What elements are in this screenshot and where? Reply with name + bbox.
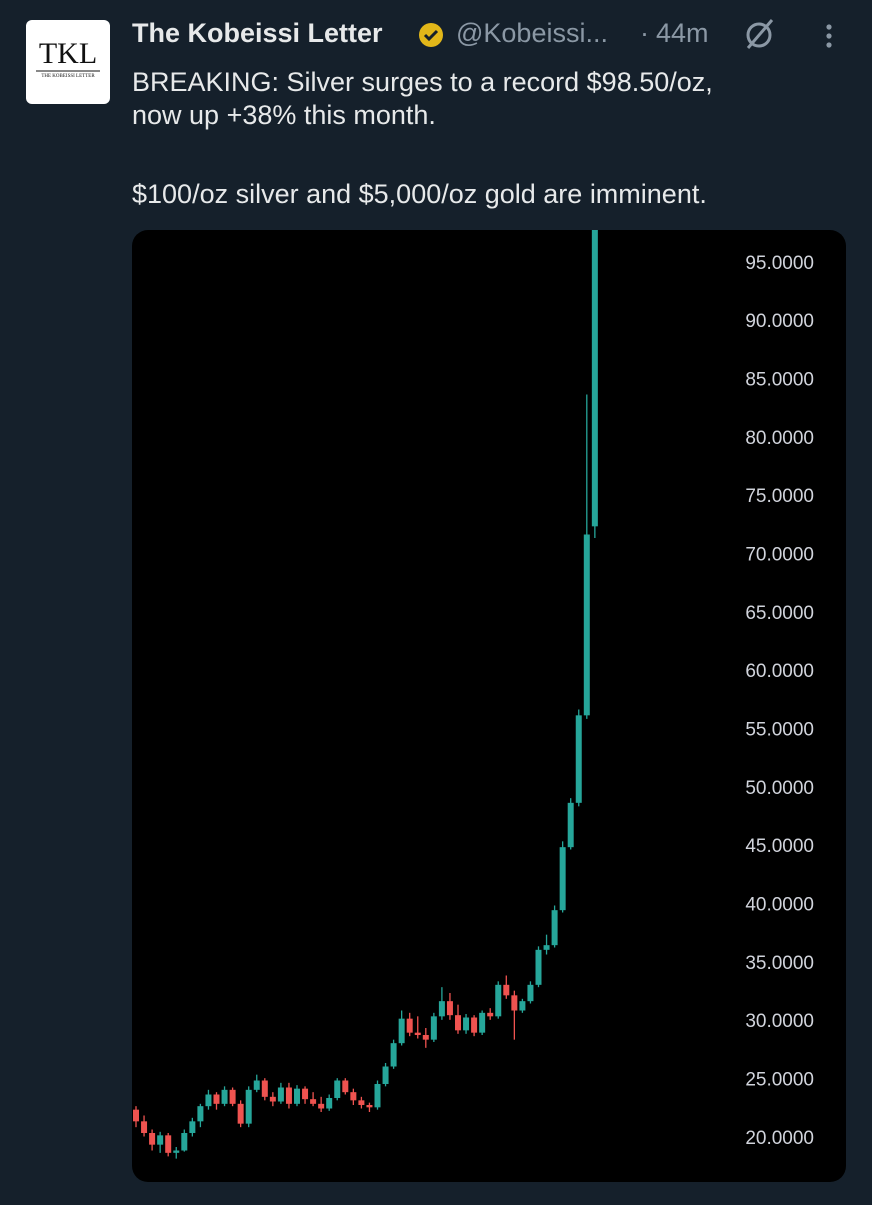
author-handle[interactable]: @Kobeissi... — [456, 18, 608, 48]
candle-body — [310, 1099, 317, 1104]
y-tick-label: 65.0000 — [745, 603, 814, 624]
tweet-line: $100/oz silver and $5,000/oz gold are im… — [132, 179, 707, 209]
separator: · — [640, 18, 649, 48]
candle-body — [430, 1016, 437, 1040]
candle-body — [471, 1017, 478, 1033]
candle-body — [382, 1066, 389, 1084]
y-tick-label: 60.0000 — [745, 661, 814, 682]
candle-body — [213, 1094, 220, 1104]
candle-body — [157, 1135, 164, 1145]
y-tick-label: 75.0000 — [745, 486, 814, 507]
candle-body — [318, 1103, 325, 1109]
candle-body — [326, 1098, 333, 1109]
y-tick-label: 30.0000 — [745, 1011, 814, 1032]
candle-body — [205, 1094, 212, 1107]
candle-body — [285, 1087, 292, 1104]
y-tick-label: 40.0000 — [745, 895, 814, 916]
badge-check — [423, 29, 439, 42]
y-tick-label: 35.0000 — [745, 953, 814, 974]
candle-body — [294, 1088, 300, 1104]
candle-body — [438, 1001, 445, 1017]
grok-icon[interactable] — [746, 19, 774, 49]
candle-body — [543, 945, 550, 950]
candle-body — [455, 1015, 461, 1031]
candle-body — [342, 1080, 349, 1093]
candle-body — [519, 1001, 526, 1011]
candle-body — [245, 1089, 252, 1124]
icon-slash[interactable] — [746, 19, 774, 49]
candle-body — [141, 1121, 148, 1133]
candle-body — [591, 230, 598, 527]
candle-body — [446, 1001, 453, 1016]
avatar-box[interactable] — [26, 20, 110, 104]
icon-circle[interactable] — [746, 22, 772, 48]
candle-body — [495, 984, 502, 1017]
candle-body — [229, 1089, 236, 1104]
dot[interactable] — [826, 42, 832, 48]
candle-body — [261, 1080, 268, 1097]
candle-body — [374, 1084, 381, 1108]
candle-body — [197, 1106, 204, 1122]
post-time[interactable]: 44m — [656, 18, 709, 48]
candle-body — [398, 1018, 405, 1044]
candle-body — [583, 534, 590, 716]
candle-body — [334, 1080, 341, 1098]
candle-body — [567, 802, 574, 848]
candle-body — [358, 1100, 365, 1105]
candle-body — [189, 1121, 196, 1133]
y-tick-label: 70.0000 — [745, 545, 814, 566]
candle-body — [173, 1150, 180, 1153]
more-menu[interactable] — [826, 24, 832, 48]
candle-body — [422, 1035, 429, 1040]
chart-image[interactable] — [132, 230, 846, 1182]
y-tick-label: 95.0000 — [745, 253, 814, 274]
y-tick-label: 45.0000 — [745, 836, 814, 857]
y-tick-label: 90.0000 — [745, 311, 814, 332]
candle-body — [237, 1103, 244, 1124]
candle-body — [575, 715, 582, 803]
candle-body — [277, 1087, 284, 1102]
author-name[interactable]: The Kobeissi Letter — [132, 18, 383, 48]
candle-body — [406, 1018, 413, 1033]
candle-body — [551, 910, 558, 946]
candle-body — [390, 1043, 397, 1067]
candle-body — [487, 1012, 494, 1017]
candle-body — [221, 1089, 228, 1104]
candle-body — [463, 1017, 470, 1031]
avatar[interactable]: TKL THE KOBEISSI LETTER — [26, 20, 110, 104]
candle-body — [269, 1096, 276, 1102]
avatar-text[interactable]: TKL — [39, 37, 97, 70]
candle-body — [511, 995, 518, 1011]
dot[interactable] — [826, 24, 832, 30]
candle-body — [165, 1135, 172, 1153]
candle-body — [350, 1092, 357, 1101]
y-tick-label: 25.0000 — [745, 1070, 814, 1091]
y-tick-label: 55.0000 — [745, 720, 814, 741]
y-tick-label: 50.0000 — [745, 778, 814, 799]
candle-body — [149, 1133, 156, 1145]
avatar-subtext[interactable]: THE KOBEISSI LETTER — [41, 74, 95, 79]
candle-body — [414, 1032, 421, 1035]
y-tick-label: 85.0000 — [745, 370, 814, 391]
candle-body — [253, 1080, 260, 1090]
candle-body — [133, 1109, 139, 1122]
candle-body — [527, 984, 534, 1002]
candle-body — [479, 1012, 486, 1033]
candle-body — [302, 1088, 309, 1100]
candle-body — [535, 949, 542, 985]
candle-body — [559, 847, 566, 911]
chart: 20.0000 25.0000 30.0000 35.0000 40.0000 45.00… — [133, 230, 824, 1159]
dot[interactable] — [826, 33, 832, 39]
tweet-line: BREAKING: Silver surges to a record $98.… — [132, 67, 713, 97]
candle-body — [181, 1133, 188, 1151]
candle-body — [366, 1105, 373, 1108]
y-tick-label: 80.0000 — [745, 428, 814, 449]
y-tick-label: 20.0000 — [745, 1128, 814, 1149]
tweet-line: now up +38% this month. — [132, 100, 436, 130]
candle-body — [503, 984, 510, 996]
verified-badge — [419, 23, 443, 47]
